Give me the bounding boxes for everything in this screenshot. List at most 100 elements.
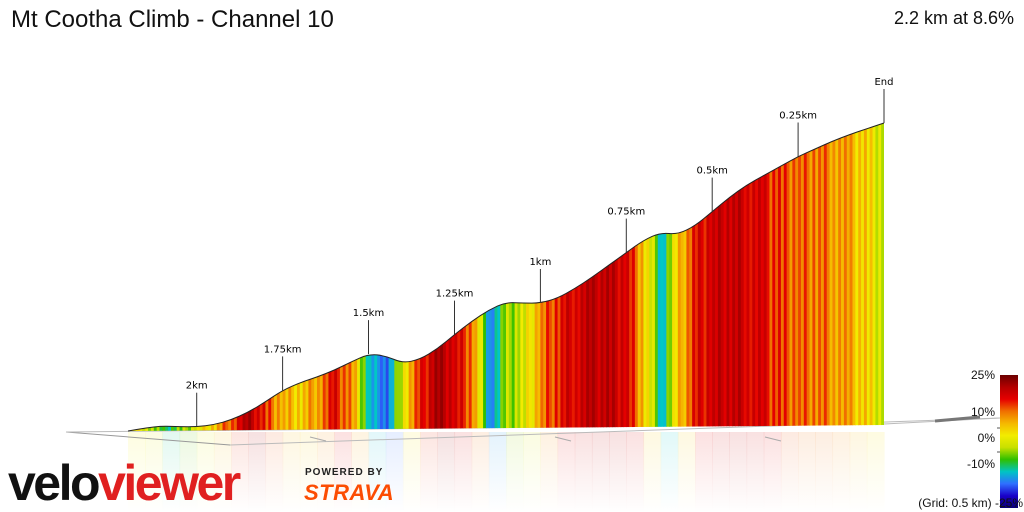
gradient-strip	[866, 123, 871, 431]
gradient-strip	[130, 123, 135, 431]
gradient-strip	[740, 123, 745, 431]
distance-marker-label: 1.5km	[353, 308, 384, 319]
gradient-legend: 25% 10% 0% -10% (Grid: 0.5 km) -25%	[918, 368, 1024, 512]
gradient-strip	[663, 123, 667, 431]
gradient-strip	[726, 123, 730, 431]
gradient-strip	[139, 123, 143, 431]
gradient-strip	[159, 123, 163, 431]
gradient-strip	[594, 123, 599, 431]
profile-outline	[127, 122, 885, 432]
grid-note: (Grid: 0.5 km)	[918, 496, 992, 510]
gradient-strip	[254, 123, 258, 431]
gradient-strip	[729, 123, 733, 431]
gradient-strip	[683, 123, 688, 431]
gradient-strip	[603, 123, 607, 431]
gradient-strip	[231, 123, 235, 431]
grid-edge	[65, 431, 231, 446]
gradient-strip	[835, 123, 839, 431]
gradient-strip	[717, 123, 722, 431]
gradient-strip	[821, 123, 825, 431]
gradient-strip	[170, 123, 175, 431]
legend-label-10: 10%	[970, 405, 995, 419]
gradient-strip	[657, 123, 662, 431]
legend-min-value: -25%	[994, 496, 1023, 510]
gradient-strip	[660, 123, 665, 431]
gradient-strip	[872, 123, 877, 431]
gradient-strip	[216, 123, 221, 431]
gradient-strip	[626, 123, 630, 431]
grid-line	[554, 436, 572, 442]
gradient-strip	[236, 123, 241, 431]
gradient-strip	[262, 123, 267, 431]
gradient-strip	[829, 123, 834, 431]
gradient-strip	[697, 123, 702, 431]
gradient-strip	[629, 123, 633, 431]
distance-marker-label: 2km	[186, 381, 208, 392]
gradient-strip	[672, 123, 676, 431]
gradient-strip	[600, 123, 604, 431]
gradient-strip	[758, 123, 762, 431]
gradient-strip	[233, 123, 238, 431]
gradient-strip	[632, 123, 636, 431]
gradient-strip	[646, 123, 650, 431]
gradient-strip	[861, 123, 865, 431]
gradient-strip	[795, 123, 799, 431]
gradient-strip	[812, 123, 816, 431]
gradient-strip	[652, 123, 656, 431]
gradient-strip	[640, 123, 645, 431]
gradient-strip	[875, 123, 879, 431]
gradient-strip	[858, 123, 862, 431]
legend-label-neg10: -10%	[966, 457, 995, 471]
gradient-strip	[735, 123, 739, 431]
gradient-strip	[838, 123, 842, 431]
gradient-strip	[826, 123, 831, 431]
gradient-strip	[720, 123, 725, 431]
veloviewer-logo[interactable]: veloviewer	[8, 453, 241, 512]
gradient-strip	[769, 123, 773, 431]
distance-marker-label: 0.5km	[696, 166, 727, 177]
distance-marker-label: 1.75km	[264, 344, 302, 355]
gradient-strip	[706, 123, 710, 431]
legend-label-0: 0%	[977, 431, 995, 445]
gradient-strip	[142, 123, 146, 431]
distance-marker-label: 0.75km	[607, 207, 645, 218]
distance-marker-label: 1km	[529, 257, 551, 268]
gradient-strip	[703, 123, 708, 431]
gradient-strip	[265, 123, 269, 431]
logo-velo: velo	[8, 455, 101, 511]
gradient-strip	[674, 123, 679, 431]
gradient-strip	[780, 123, 785, 431]
gradient-strip	[256, 123, 261, 431]
gradient-strip	[689, 123, 693, 431]
gradient-strip	[686, 123, 690, 431]
gradient-strip	[783, 123, 788, 431]
gradient-strip	[666, 123, 670, 431]
gradient-strip	[150, 123, 155, 431]
gradient-strip	[772, 123, 776, 431]
gradient-strip	[148, 123, 152, 431]
gradient-strip	[637, 123, 642, 431]
grid-line	[309, 436, 327, 442]
gradient-strip	[251, 123, 255, 431]
distance-marker-label: 1.25km	[436, 289, 474, 300]
gradient-strip	[239, 123, 244, 431]
distance-marker-label: End	[874, 77, 893, 88]
gradient-strip	[222, 123, 226, 431]
gradient-strip	[649, 123, 653, 431]
gradient-strip	[611, 123, 616, 431]
gradient-strip	[276, 123, 281, 431]
gradient-strip	[680, 123, 685, 431]
gradient-strip	[869, 123, 874, 431]
gradient-strip	[168, 123, 172, 431]
gradient-strip	[614, 123, 619, 431]
gradient-strip	[775, 123, 779, 431]
gradient-strip	[259, 123, 264, 431]
gradient-strip	[179, 123, 184, 431]
distance-marker-label: 0.25km	[779, 111, 817, 122]
gradient-strip	[165, 123, 169, 431]
gradient-strip	[162, 123, 166, 431]
gradient-strip	[700, 123, 705, 431]
strava-logo[interactable]: STRAVA	[304, 480, 395, 505]
gradient-strip	[274, 123, 278, 431]
gradient-strip	[136, 123, 141, 431]
